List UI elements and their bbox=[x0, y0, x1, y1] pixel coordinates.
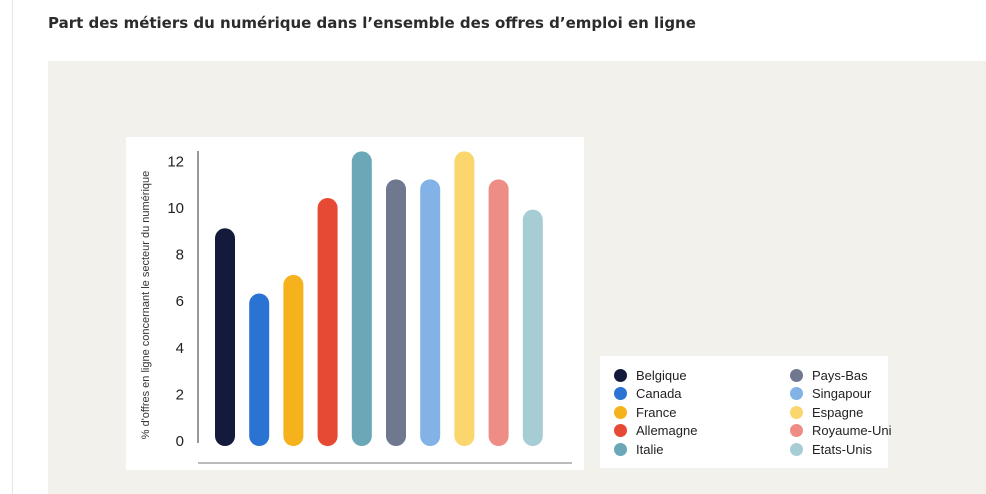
y-tick-label: 0 bbox=[176, 433, 184, 450]
left-divider bbox=[12, 0, 13, 494]
y-tick-label: 2 bbox=[176, 386, 184, 403]
y-tick-label: 6 bbox=[176, 293, 184, 310]
chart-card: 0 2 4 6 8 10 12 % d'offres en ligne concernant… bbox=[126, 137, 584, 470]
legend-swatch bbox=[790, 424, 803, 437]
bar-singapour bbox=[420, 179, 441, 446]
y-tick-label: 10 bbox=[167, 200, 184, 217]
bar-allemagne bbox=[317, 198, 338, 446]
legend-label: Singapour bbox=[812, 386, 872, 401]
bar-canada bbox=[249, 293, 270, 446]
legend-swatch bbox=[790, 387, 803, 400]
legend-label: France bbox=[636, 404, 677, 420]
legend-swatch bbox=[790, 405, 803, 419]
y-tick-label: 4 bbox=[176, 340, 184, 357]
bar-pays-bas bbox=[386, 179, 406, 446]
legend-item-singapour: Singapour bbox=[790, 385, 871, 403]
legend-label: Canada bbox=[636, 386, 682, 401]
legend-label: Belgique bbox=[636, 367, 687, 383]
legend-item-belgique: Belgique bbox=[614, 366, 687, 384]
legend-label: Allemagne bbox=[636, 423, 698, 438]
legend-item-pays-bas: Pays-Bas bbox=[790, 366, 868, 384]
bar-espagne bbox=[454, 151, 475, 446]
legend-swatch bbox=[614, 387, 627, 400]
legend-label: Royaume-Uni bbox=[812, 423, 892, 438]
legend-label: Italie bbox=[636, 441, 664, 457]
legend-item-allemagne: Allemagne bbox=[614, 422, 697, 440]
legend-swatch bbox=[614, 442, 627, 456]
legend-swatch bbox=[614, 405, 627, 419]
y-axis-label: % d'offres en ligne concernant le secteu… bbox=[140, 171, 152, 440]
legend-label: Pays-Bas bbox=[812, 367, 868, 383]
bar-france bbox=[283, 274, 304, 446]
chart-legend: Belgique Canada France Allemagne Italie Pays-… bbox=[600, 356, 891, 468]
legend-item-royaume-uni: Royaume-Uni bbox=[790, 422, 891, 440]
legend-swatch bbox=[614, 368, 627, 382]
legend-item-canada: Canada bbox=[614, 385, 682, 403]
legend-swatch bbox=[790, 442, 803, 456]
bar-etats-unis bbox=[522, 209, 543, 446]
bar-royaume-uni bbox=[488, 179, 509, 446]
bar-belgique bbox=[215, 228, 235, 446]
bar-chart: 0 2 4 6 8 10 12 % d'offres en ligne concernant… bbox=[140, 151, 572, 464]
legend-label: Espagne bbox=[812, 404, 864, 420]
page-title: Part des métiers du numérique dans l’ens… bbox=[48, 14, 696, 32]
legend-swatch bbox=[790, 368, 803, 382]
legend-swatch bbox=[614, 424, 627, 437]
legend-item-france: France bbox=[614, 403, 676, 421]
legend-item-espagne: Espagne bbox=[790, 403, 863, 421]
legend-item-etats-unis: Etats-Unis bbox=[790, 440, 872, 458]
y-tick-label: 12 bbox=[167, 153, 184, 170]
legend-item-italie: Italie bbox=[614, 440, 663, 458]
legend-label: Etats-Unis bbox=[812, 441, 872, 457]
y-tick-label: 8 bbox=[176, 247, 184, 264]
bar-italie bbox=[351, 151, 372, 446]
